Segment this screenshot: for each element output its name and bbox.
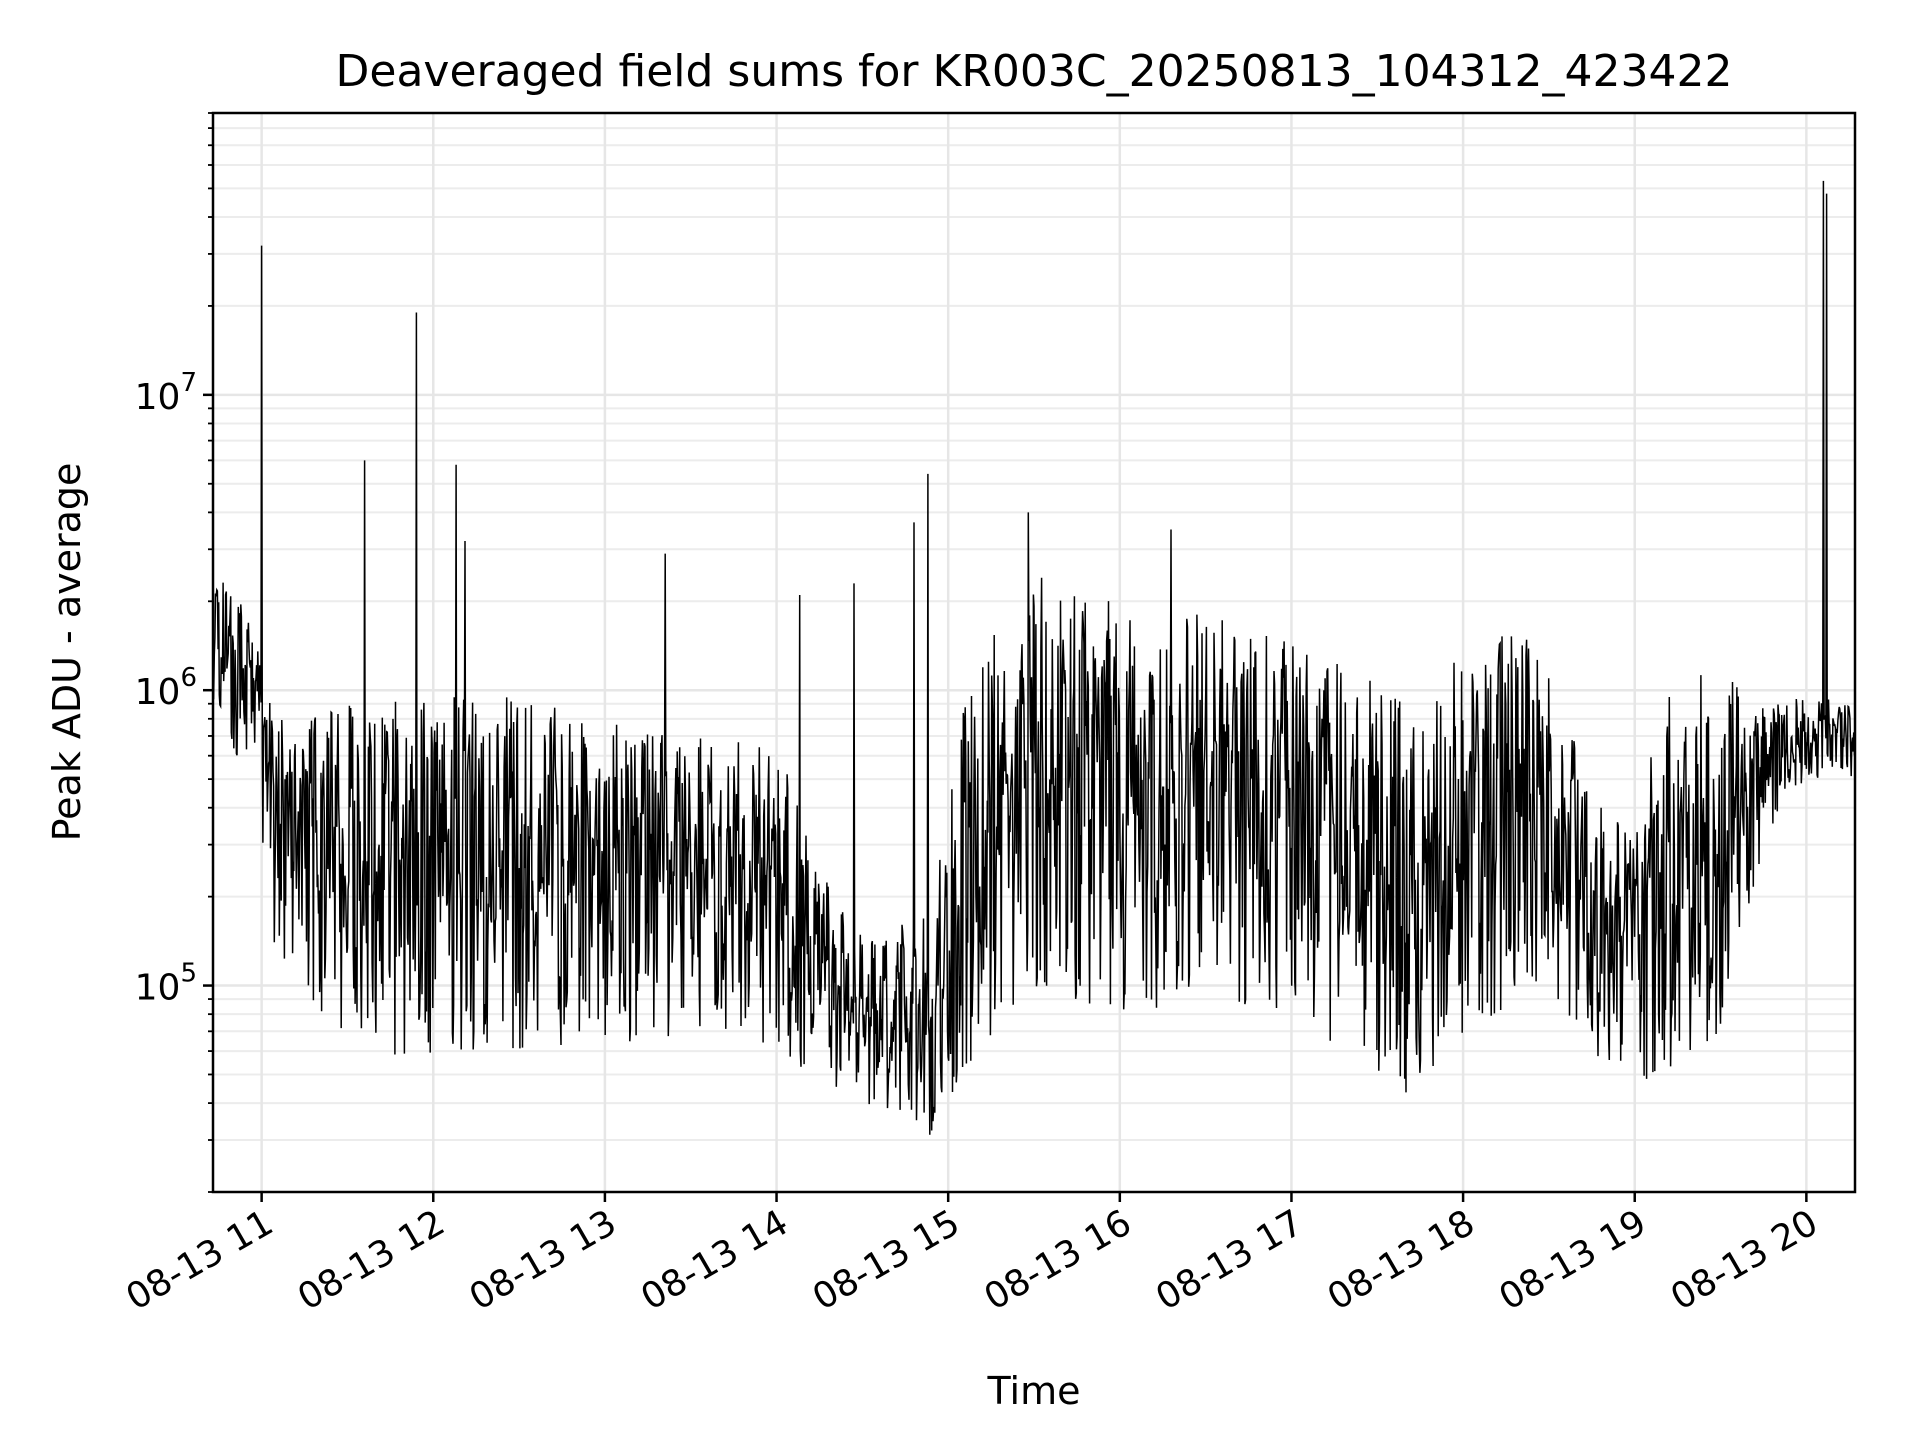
x-axis-label: Time bbox=[987, 1369, 1081, 1413]
y-tick-label: 107 bbox=[135, 368, 197, 418]
x-tick-label: 08-13 13 bbox=[463, 1202, 624, 1318]
x-tick-label: 08-13 20 bbox=[1664, 1202, 1825, 1318]
y-tick-label: 106 bbox=[135, 663, 197, 713]
y-axis-label: Peak ADU - average bbox=[45, 463, 89, 842]
plot-frame bbox=[211, 111, 1857, 1194]
chart-title: Deaveraged field sums for KR003C_2025081… bbox=[336, 46, 1733, 97]
x-tick-label: 08-13 18 bbox=[1321, 1202, 1482, 1318]
x-tick-label: 08-13 11 bbox=[119, 1202, 280, 1318]
x-tick-label: 08-13 17 bbox=[1149, 1202, 1310, 1318]
x-tick-label: 08-13 14 bbox=[634, 1202, 795, 1318]
x-tick-label: 08-13 12 bbox=[291, 1202, 452, 1318]
data-series-line bbox=[212, 180, 1856, 1135]
x-tick-label: 08-13 16 bbox=[978, 1202, 1139, 1318]
x-tick-label: 08-13 15 bbox=[806, 1202, 967, 1318]
x-tick-label: 08-13 19 bbox=[1493, 1202, 1654, 1318]
y-tick-label: 105 bbox=[135, 959, 197, 1009]
